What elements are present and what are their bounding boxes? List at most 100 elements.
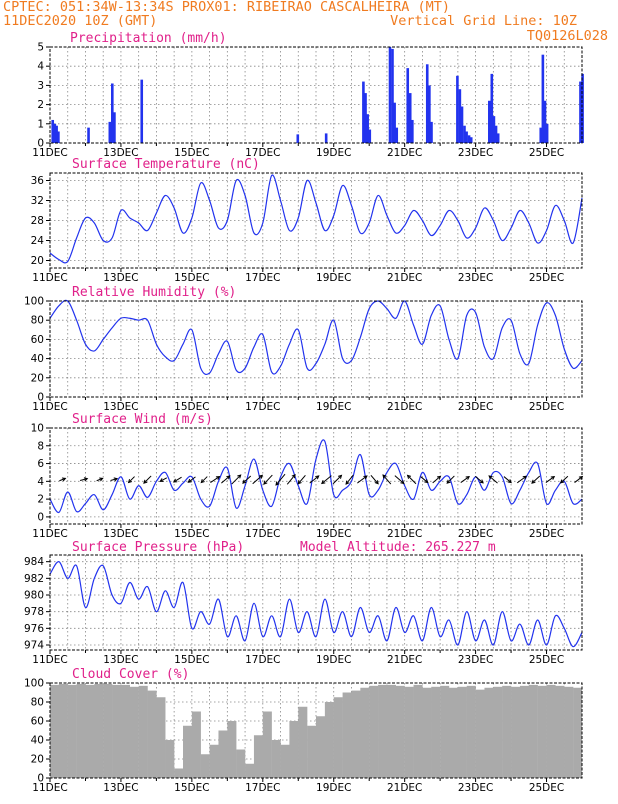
cloud-bar bbox=[449, 687, 459, 778]
pres-xtick-label: 23DEC bbox=[458, 654, 493, 666]
wind-vector-head bbox=[363, 475, 368, 480]
cloud-xtick-label: 17DEC bbox=[245, 782, 280, 794]
cloud-bar bbox=[466, 685, 476, 778]
wind-vector-head bbox=[172, 478, 178, 483]
wind-ytick-label: 0 bbox=[37, 511, 44, 523]
precip-bar bbox=[87, 127, 90, 143]
precip-bar bbox=[391, 48, 394, 143]
cloud-bar bbox=[457, 686, 467, 778]
header-station: CPTEC: 051:34W-13:34S PROX01: RIBEIRAO C… bbox=[3, 0, 450, 15]
cloud-bar bbox=[58, 683, 68, 778]
wind-title: Surface Wind (m/s) bbox=[72, 412, 213, 427]
wind-vector bbox=[332, 475, 342, 485]
wind-ytick-label: 6 bbox=[37, 458, 44, 470]
wind-vector-head bbox=[237, 474, 242, 479]
precip-title: Precipitation (mm/h) bbox=[70, 31, 227, 46]
rh-ytick-label: 0 bbox=[37, 392, 44, 404]
wind-vector bbox=[309, 475, 320, 484]
precip-bar bbox=[366, 114, 369, 143]
wind-vector bbox=[221, 475, 231, 484]
wind-vector bbox=[110, 478, 118, 481]
wind-vector-head bbox=[113, 477, 119, 482]
wind-vector-head bbox=[465, 475, 471, 480]
precip-bar bbox=[581, 73, 584, 143]
wind-ytick-label: 4 bbox=[37, 476, 44, 488]
wind-vector bbox=[187, 476, 196, 483]
wind-vector-head bbox=[321, 480, 326, 485]
cloud-bar bbox=[76, 683, 86, 778]
wind-panel: 0 2 4 6 8 10 11DEC 13DEC 15DEC 17DEC 19DEC 21DEC 23D… bbox=[31, 412, 584, 540]
cloud-bar bbox=[236, 749, 246, 778]
cloud-bar bbox=[493, 686, 503, 778]
precip-xtick-label: 19DEC bbox=[316, 147, 351, 159]
temp-panel: 20 24 28 32 36 11DEC 13DEC 15DEC 17DEC 19DEC 21DEC… bbox=[31, 157, 583, 284]
precip-bar bbox=[111, 83, 114, 143]
wind-vector bbox=[143, 475, 152, 484]
rh-ytick-label: 80 bbox=[31, 315, 44, 327]
precip-ytick-label: 3 bbox=[37, 80, 44, 92]
header-vertical-grid: Vertical Grid Line: 10Z bbox=[390, 13, 577, 29]
cloud-bar bbox=[404, 686, 414, 778]
wind-vector bbox=[297, 475, 306, 485]
wind-vector-head bbox=[436, 475, 442, 480]
precip-bar bbox=[364, 93, 367, 143]
cloud-bar bbox=[120, 684, 130, 778]
wind-vector bbox=[275, 473, 286, 486]
cloud-bar bbox=[85, 684, 95, 778]
rh-ytick-label: 100 bbox=[24, 296, 44, 308]
cloud-xtick-label: 19DEC bbox=[316, 782, 351, 794]
cloud-bar bbox=[165, 740, 175, 778]
wind-vector bbox=[357, 475, 368, 484]
wind-ytick-label: 10 bbox=[31, 423, 44, 435]
precip-bar bbox=[428, 85, 431, 143]
cloud-bar bbox=[378, 684, 388, 778]
cloud-bar bbox=[103, 683, 113, 778]
precip-bar bbox=[543, 100, 547, 143]
wind-vector bbox=[503, 476, 512, 483]
pres-xtick-label: 21DEC bbox=[387, 654, 422, 666]
precip-bar bbox=[456, 75, 459, 143]
cloud-bar bbox=[422, 687, 432, 778]
cloud-bar bbox=[129, 686, 139, 778]
cloud-xtick-label: 13DEC bbox=[103, 782, 138, 794]
wind-vector bbox=[128, 476, 135, 483]
wind-vector bbox=[96, 477, 103, 482]
wind-vector bbox=[59, 477, 66, 482]
wind-vector-head bbox=[315, 475, 320, 480]
wind-vector-head bbox=[559, 479, 565, 484]
precip-bar bbox=[492, 116, 496, 143]
precip-bar bbox=[545, 123, 549, 143]
rh-ytick-label: 40 bbox=[31, 353, 44, 365]
precip-ytick-label: 4 bbox=[37, 61, 44, 73]
pres-xtick-label: 15DEC bbox=[174, 654, 209, 666]
cloud-bar bbox=[245, 763, 255, 778]
precip-bar bbox=[296, 134, 300, 143]
rh-title: Relative Humidity (%) bbox=[72, 285, 236, 300]
cloud-xtick-label: 23DEC bbox=[458, 782, 493, 794]
pres-xtick-label: 17DEC bbox=[245, 654, 280, 666]
cloud-xtick-label: 21DEC bbox=[387, 782, 422, 794]
wind-vector bbox=[382, 474, 392, 485]
wind-vector-head bbox=[345, 480, 350, 485]
cloud-ytick-label: 20 bbox=[31, 754, 44, 766]
cloud-bar bbox=[174, 768, 184, 778]
precip-bar bbox=[458, 89, 462, 143]
rh-xtick-label: 21DEC bbox=[387, 401, 422, 413]
precip-bar bbox=[541, 54, 545, 143]
cloud-bar bbox=[502, 685, 512, 778]
wind-vector-head bbox=[83, 477, 89, 482]
temp-xtick-label: 25DEC bbox=[529, 272, 564, 284]
cloud-bar bbox=[253, 735, 263, 778]
wind-vector-head bbox=[242, 479, 247, 484]
precip-bar bbox=[393, 102, 396, 143]
cloud-bar bbox=[511, 686, 521, 778]
precip-bar bbox=[406, 68, 410, 143]
cloud-bar bbox=[386, 684, 396, 778]
temp-xtick-label: 15DEC bbox=[174, 272, 209, 284]
precip-xtick-label: 21DEC bbox=[387, 147, 422, 159]
cloud-bar bbox=[307, 725, 317, 778]
temp-xtick-label: 19DEC bbox=[316, 272, 351, 284]
pres-ytick-label: 974 bbox=[24, 640, 44, 652]
precip-bar bbox=[496, 133, 500, 143]
cloud-bar bbox=[191, 711, 201, 778]
